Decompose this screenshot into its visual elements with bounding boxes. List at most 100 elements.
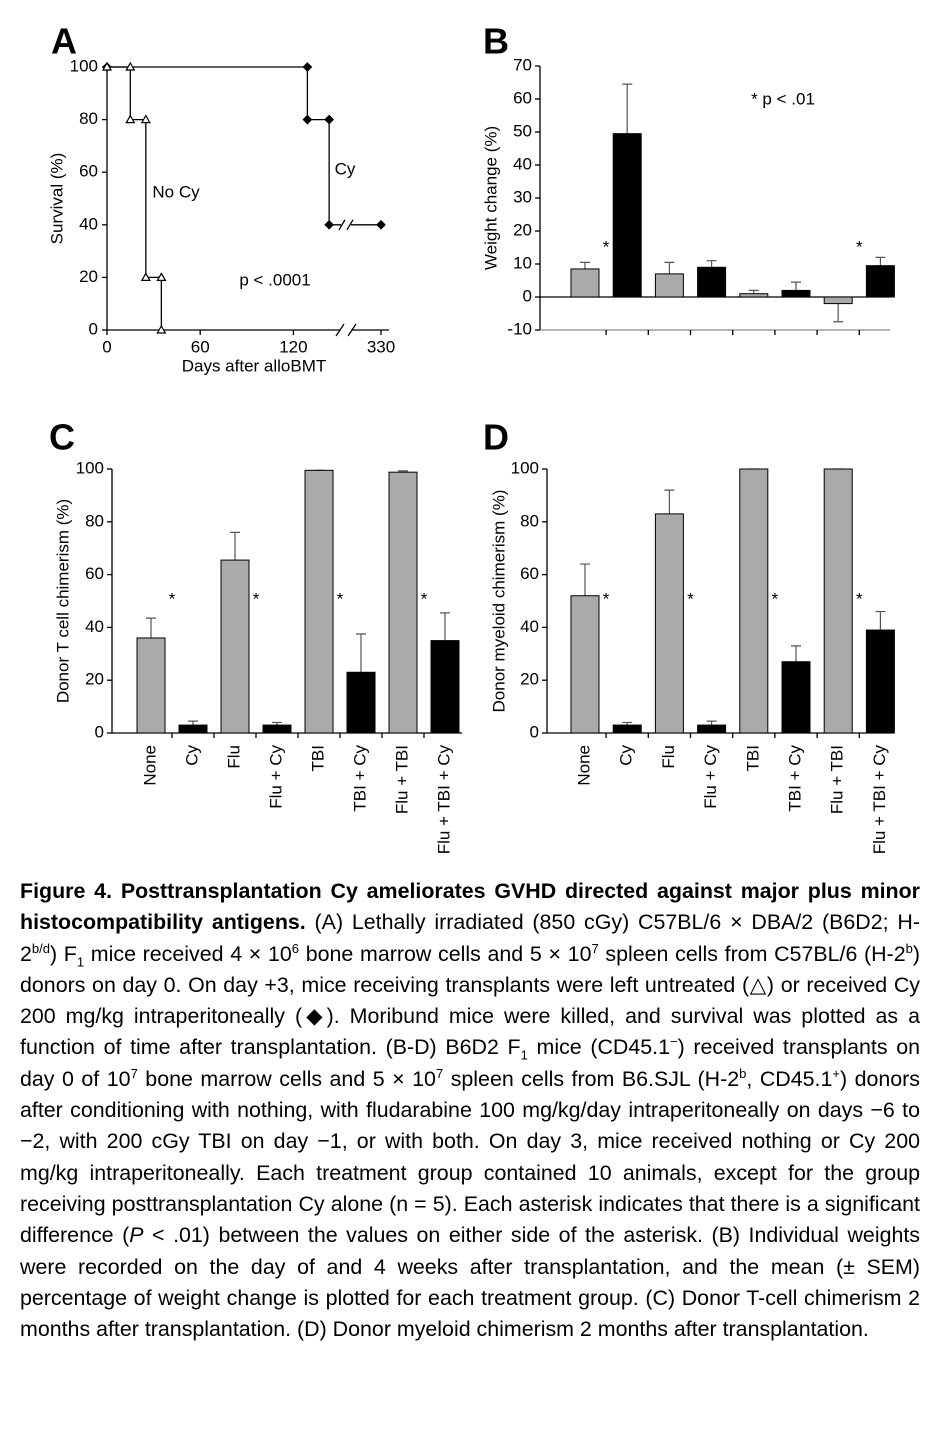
caption-text: mice received 4 × 10 (84, 941, 292, 966)
bar (570, 595, 600, 734)
caption-title: Figure 4. Posttransplantation Cy amelior… (20, 879, 920, 935)
bar (823, 468, 853, 734)
caption-text: bone marrow cells and 5 × 10 (299, 941, 592, 966)
caption-text: − (669, 1034, 678, 1050)
y-tick-label: 0 (89, 319, 98, 338)
asterisk: * (169, 589, 176, 608)
caption-text: P (129, 1223, 144, 1248)
annotation: p < .0001 (239, 270, 310, 289)
y-tick-label: 60 (520, 564, 539, 583)
error-bar (146, 617, 156, 638)
bar (430, 640, 460, 734)
caption: Figure 4. Posttransplantation Cy amelior… (20, 876, 920, 1345)
y-axis-title: Survival (%) (47, 153, 66, 245)
x-tick-label: Cy (182, 745, 201, 766)
x-tick-label: None (574, 745, 593, 786)
caption-text: b (905, 940, 913, 956)
x-tick-label: Flu + TBI + Cy (870, 745, 889, 855)
error-bar (706, 720, 717, 726)
asterisk: * (253, 589, 260, 608)
y-tick-label: 40 (520, 617, 539, 636)
bar (136, 637, 166, 734)
caption-text: ) F (49, 941, 77, 966)
x-tick-label: 0 (102, 337, 111, 356)
caption-text: 7 (130, 1065, 138, 1081)
caption-text: , CD45.1 (746, 1066, 833, 1091)
bar (739, 468, 769, 734)
y-tick-label: 40 (85, 617, 104, 636)
bar (612, 724, 642, 734)
bar (697, 266, 727, 298)
y-tick-label: 20 (513, 220, 532, 239)
caption-text: spleen cells from C57BL/6 (H-2 (598, 941, 906, 966)
caption-text: ) donors after conditioning with nothing… (20, 1066, 920, 1248)
bar (865, 265, 895, 298)
x-tick-label: None (140, 745, 159, 786)
x-tick-label: Flu + Cy (701, 745, 720, 809)
bar (823, 296, 853, 305)
error-bar (791, 645, 801, 662)
error-bar (440, 612, 450, 641)
x-axis-title: Days after alloBMT (182, 356, 327, 375)
marker (376, 219, 386, 230)
bar (178, 724, 208, 734)
y-tick-label: 0 (530, 722, 539, 741)
panel-label: D (483, 417, 509, 458)
y-tick-label: 100 (511, 458, 539, 477)
caption-text: + (832, 1065, 840, 1081)
bar (654, 273, 684, 298)
y-tick-label: 40 (79, 214, 98, 233)
y-tick-label: -10 (507, 319, 532, 338)
break-gap (341, 218, 351, 231)
error-bar (791, 281, 801, 291)
y-tick-label: 70 (513, 55, 532, 74)
marker (101, 61, 113, 71)
panel-label: B (483, 21, 509, 62)
y-tick-label: 80 (79, 109, 98, 128)
caption-text: (A) Lethally irradiated (850 cGy) C57BL/… (20, 910, 920, 966)
asterisk: * (856, 237, 863, 256)
x-tick-label: Flu + TBI + Cy (434, 745, 453, 855)
series-label: Cy (335, 159, 356, 178)
caption-text: b/d (31, 940, 50, 956)
x-tick-label: Cy (617, 745, 636, 766)
y-axis-title: Weight change (%) (481, 126, 500, 270)
x-tick-label: 120 (279, 337, 307, 356)
asterisk: * (337, 589, 344, 608)
axis-break (347, 323, 357, 337)
y-tick-label: 40 (513, 154, 532, 173)
marker (125, 61, 136, 71)
bar (781, 661, 811, 734)
caption-text: ) donors on day 0. On day +3, mice recei… (20, 941, 920, 1060)
caption-text: 6 (291, 940, 300, 956)
x-tick-label: TBI + Cy (350, 745, 369, 812)
axis-break (335, 323, 345, 337)
bar (865, 629, 895, 734)
x-tick-label: TBI + Cy (785, 745, 804, 812)
y-tick-label: 60 (79, 162, 98, 181)
error-bar (748, 289, 759, 294)
caption-text: 1 (520, 1047, 528, 1063)
y-tick-label: 30 (513, 187, 532, 206)
marker (125, 114, 136, 124)
caption-text: b (739, 1065, 747, 1081)
y-tick-label: 80 (520, 511, 539, 530)
line-break (346, 219, 354, 231)
y-tick-label: 60 (85, 564, 104, 583)
marker (324, 219, 334, 230)
y-tick-label: 80 (85, 511, 104, 530)
caption-text: ) received transplants on day 0 of 10 (20, 1035, 920, 1091)
error-bar (875, 256, 886, 266)
caption-text: < .01) between the values on either side… (20, 1223, 920, 1342)
y-tick-label: 0 (95, 722, 104, 741)
bar (697, 724, 727, 734)
x-tick-label: 60 (191, 337, 210, 356)
bar (262, 724, 292, 734)
bar (304, 469, 334, 734)
caption-text: spleen cells from B6.SJL (H-2 (443, 1066, 740, 1091)
marker (156, 324, 167, 334)
bar (654, 513, 684, 734)
asterisk: * (856, 589, 863, 608)
